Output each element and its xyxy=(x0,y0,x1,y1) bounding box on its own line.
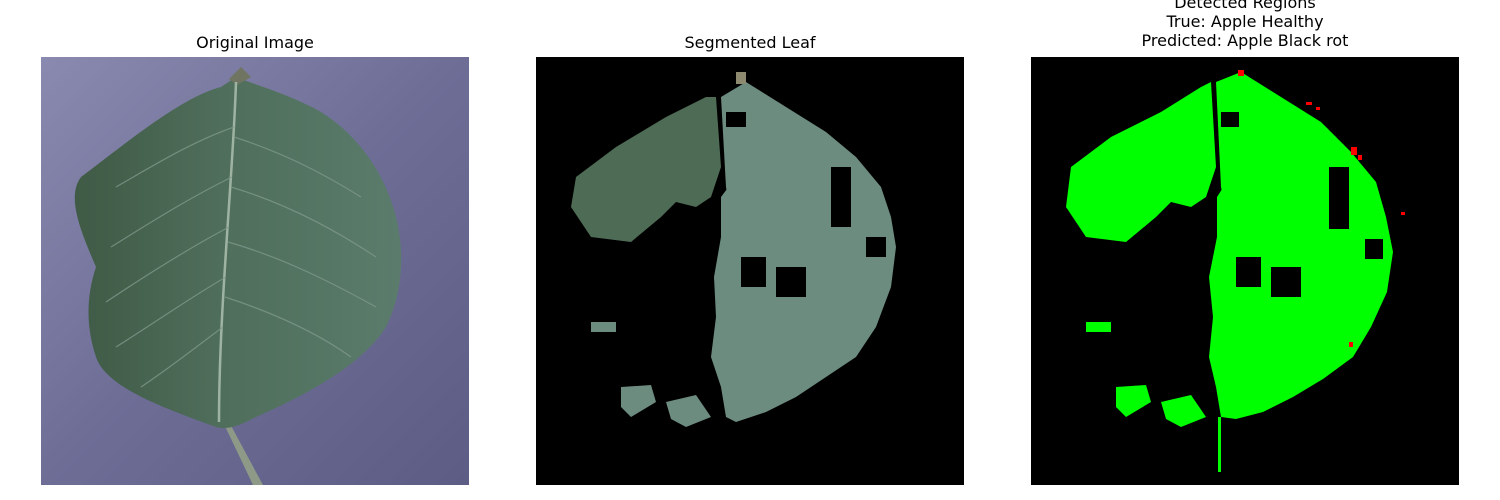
segmented-leaf-panel xyxy=(536,57,964,485)
diseased-spots xyxy=(1238,70,1405,347)
segmented-leaf-image xyxy=(536,57,964,485)
true-label: True: Apple Healthy xyxy=(1166,12,1324,31)
segmented-leaf-title: Segmented Leaf xyxy=(684,33,816,52)
original-image-panel xyxy=(41,57,469,485)
original-leaf-image xyxy=(41,57,469,485)
detected-regions-title: Detected Regions True: Apple Healthy Pre… xyxy=(1031,0,1459,50)
detected-regions-image xyxy=(1031,57,1459,485)
detected-regions-heading: Detected Regions xyxy=(1174,0,1316,12)
predicted-label: Predicted: Apple Black rot xyxy=(1141,31,1349,50)
original-image-title: Original Image xyxy=(196,33,314,52)
detected-regions-panel xyxy=(1031,57,1459,485)
